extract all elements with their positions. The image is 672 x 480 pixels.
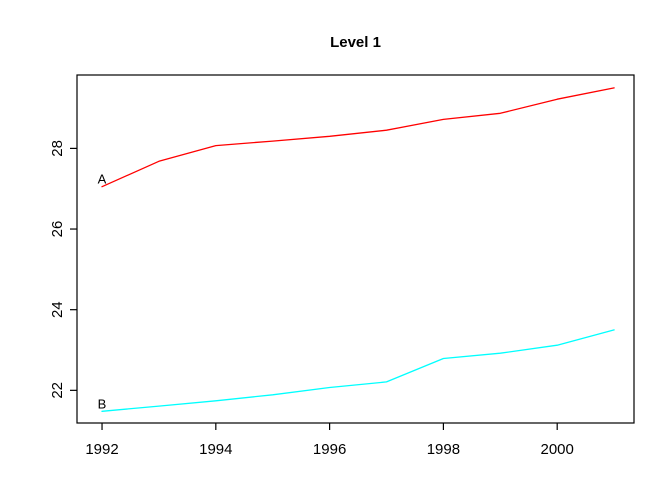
- y-tick-label: 26: [49, 221, 66, 238]
- series-point-label-B: B: [98, 396, 107, 411]
- x-tick-label: 1996: [313, 441, 346, 458]
- y-tick-label: 22: [49, 382, 66, 399]
- chart-title: Level 1: [330, 34, 381, 51]
- x-tick-label: 1998: [427, 441, 460, 458]
- x-tick-label: 1994: [199, 441, 232, 458]
- series-point-label-A: A: [98, 172, 107, 187]
- series-line-A: [101, 87, 615, 188]
- y-tick-label: 24: [49, 301, 66, 318]
- plot-box: [76, 74, 635, 424]
- x-tick-label: 1992: [85, 441, 118, 458]
- x-tick-label: 2000: [541, 441, 574, 458]
- y-tick-label: 28: [49, 140, 66, 157]
- series-line-B: [101, 329, 615, 412]
